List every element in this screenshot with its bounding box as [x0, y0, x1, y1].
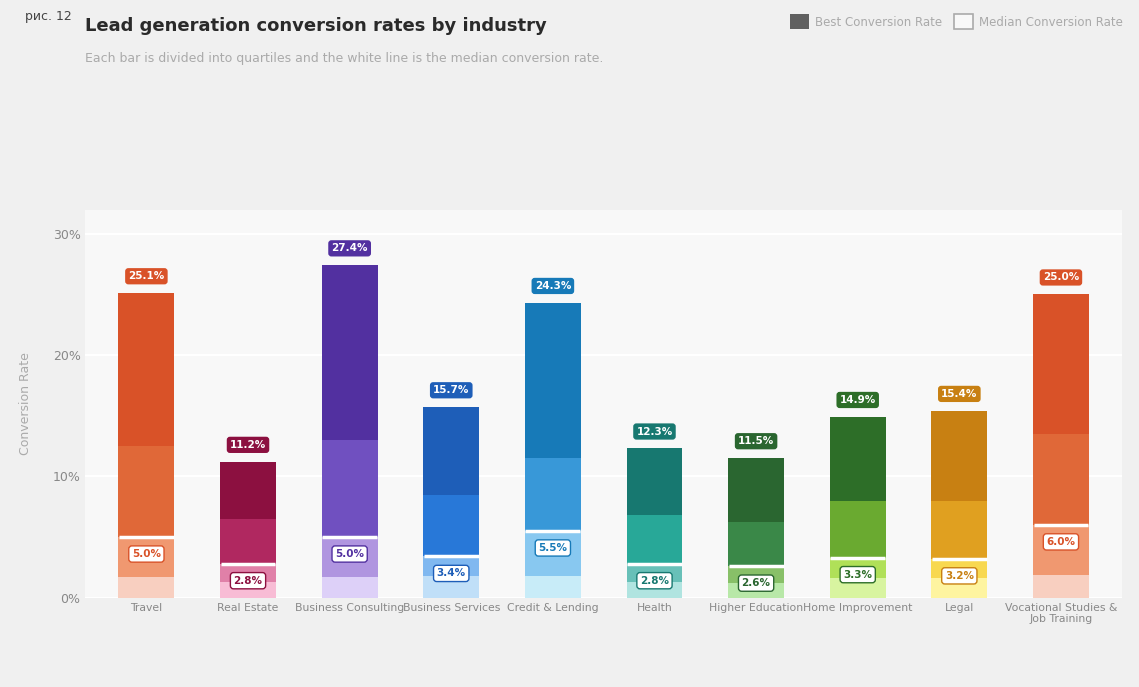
Bar	[118, 446, 174, 537]
Text: 5.0%: 5.0%	[335, 540, 364, 559]
Bar	[220, 582, 276, 598]
Bar	[220, 462, 276, 519]
Bar	[321, 265, 377, 440]
Bar	[728, 566, 784, 583]
Bar	[525, 303, 581, 458]
Bar	[830, 578, 886, 598]
Bar	[118, 577, 174, 598]
Text: 14.9%: 14.9%	[839, 395, 876, 414]
Bar	[830, 558, 886, 578]
Text: 2.8%: 2.8%	[640, 567, 669, 586]
Bar	[626, 449, 682, 515]
Text: 6.0%: 6.0%	[1047, 528, 1075, 547]
Bar	[220, 519, 276, 564]
Text: 11.5%: 11.5%	[738, 436, 775, 455]
Bar	[1033, 525, 1089, 574]
Text: 3.3%: 3.3%	[843, 561, 872, 580]
Bar	[728, 523, 784, 566]
Bar	[626, 564, 682, 582]
Text: Each bar is divided into quartiles and the white line is the median conversion r: Each bar is divided into quartiles and t…	[85, 52, 604, 65]
Text: 25.1%: 25.1%	[129, 271, 164, 291]
Bar	[220, 564, 276, 582]
Text: 3.4%: 3.4%	[436, 559, 466, 578]
Bar	[118, 537, 174, 577]
Legend: Best Conversion Rate, Median Conversion Rate: Best Conversion Rate, Median Conversion …	[786, 10, 1128, 34]
Text: 3.2%: 3.2%	[945, 562, 974, 581]
Bar	[321, 577, 377, 598]
Bar	[525, 458, 581, 531]
Text: 27.4%: 27.4%	[331, 243, 368, 262]
Bar	[830, 417, 886, 501]
Bar	[424, 407, 480, 495]
Text: 15.7%: 15.7%	[433, 385, 469, 405]
Bar	[1033, 434, 1089, 525]
Bar	[626, 582, 682, 598]
Bar	[321, 537, 377, 577]
Bar	[118, 293, 174, 446]
Bar	[932, 578, 988, 598]
Bar	[830, 501, 886, 558]
Text: рис. 12: рис. 12	[25, 10, 72, 23]
Bar	[728, 583, 784, 598]
Text: Conversion Rate: Conversion Rate	[19, 352, 32, 455]
Text: 24.3%: 24.3%	[534, 281, 571, 300]
Text: 5.5%: 5.5%	[539, 534, 567, 553]
Bar	[321, 440, 377, 537]
Text: 2.6%: 2.6%	[741, 569, 771, 588]
Text: 25.0%: 25.0%	[1043, 273, 1079, 292]
Text: 5.0%: 5.0%	[132, 540, 161, 559]
Text: 12.3%: 12.3%	[637, 427, 673, 446]
Bar	[626, 515, 682, 564]
Bar	[1033, 574, 1089, 598]
Text: 15.4%: 15.4%	[941, 389, 977, 408]
Bar	[525, 531, 581, 576]
Text: 11.2%: 11.2%	[230, 440, 267, 459]
Bar	[424, 576, 480, 598]
Bar	[728, 458, 784, 523]
Bar	[932, 411, 988, 501]
Bar	[932, 559, 988, 578]
Bar	[1033, 295, 1089, 434]
Bar	[424, 495, 480, 556]
Text: Lead generation conversion rates by industry: Lead generation conversion rates by indu…	[85, 17, 547, 35]
Text: 2.8%: 2.8%	[233, 567, 262, 586]
Bar	[932, 501, 988, 559]
Bar	[424, 556, 480, 576]
Bar	[525, 576, 581, 598]
